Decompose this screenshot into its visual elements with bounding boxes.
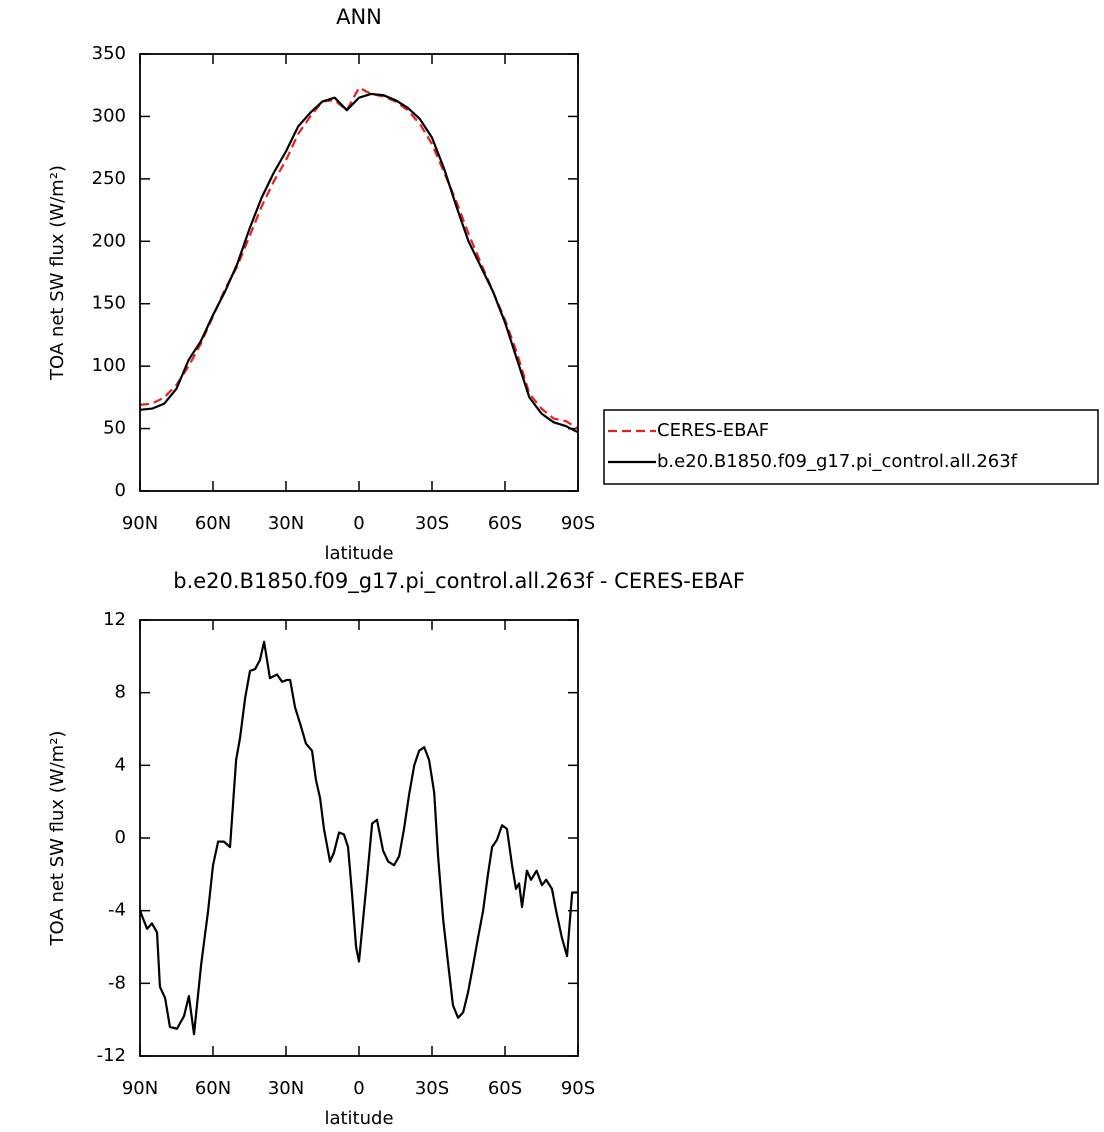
y-tick-label: 150 [92, 293, 126, 314]
y-tick-label: 0 [115, 480, 126, 501]
y-axis-label: TOA net SW flux (W/m²) [47, 165, 68, 381]
line-series [139, 92, 579, 434]
y-tick-label: 250 [92, 168, 126, 189]
chart-title: ANN [336, 5, 382, 29]
y-tick-label: 8 [115, 682, 126, 703]
y-tick-label: 350 [92, 43, 126, 64]
line-series [138, 640, 578, 1036]
y-tick-label: 0 [115, 827, 126, 848]
x-tick-label: 30S [415, 1078, 449, 1099]
y-tick-label: 4 [115, 754, 126, 775]
y-tick-label: 300 [92, 105, 126, 126]
x-tick-label: 60N [195, 513, 231, 534]
x-tick-label: 30N [268, 1078, 304, 1099]
chart-title: b.e20.B1850.f09_g17.pi_control.all.263f … [173, 569, 745, 594]
plot-frame [139, 619, 579, 1057]
legend-label: CERES-EBAF [657, 420, 769, 441]
legend-box [603, 409, 1099, 485]
y-tick-label: 100 [92, 355, 126, 376]
x-tick-label: 90N [122, 513, 158, 534]
y-axis-label: TOA net SW flux (W/m²) [47, 731, 68, 947]
x-tick-label: 60S [488, 1078, 522, 1099]
y-tick-label: -4 [108, 900, 126, 921]
legend-label: b.e20.B1850.f09_g17.pi_control.all.263f [657, 451, 1018, 472]
x-tick-label: 30N [268, 513, 304, 534]
x-tick-label: 60N [195, 1078, 231, 1099]
plot-frame [139, 53, 579, 492]
y-tick-label: -8 [108, 972, 126, 993]
x-tick-label: 0 [353, 513, 364, 534]
x-tick-label: 90S [561, 513, 595, 534]
x-tick-label: 90S [561, 1078, 595, 1099]
y-tick-label: -12 [97, 1045, 126, 1066]
x-tick-label: 90N [122, 1078, 158, 1099]
y-tick-label: 12 [103, 609, 126, 630]
x-axis-label: latitude [324, 543, 393, 564]
x-tick-label: 30S [415, 513, 449, 534]
x-axis-label: latitude [324, 1108, 393, 1129]
y-tick-label: 50 [103, 418, 126, 439]
x-tick-label: 60S [488, 513, 522, 534]
y-tick-label: 200 [92, 230, 126, 251]
x-tick-label: 0 [353, 1078, 364, 1099]
